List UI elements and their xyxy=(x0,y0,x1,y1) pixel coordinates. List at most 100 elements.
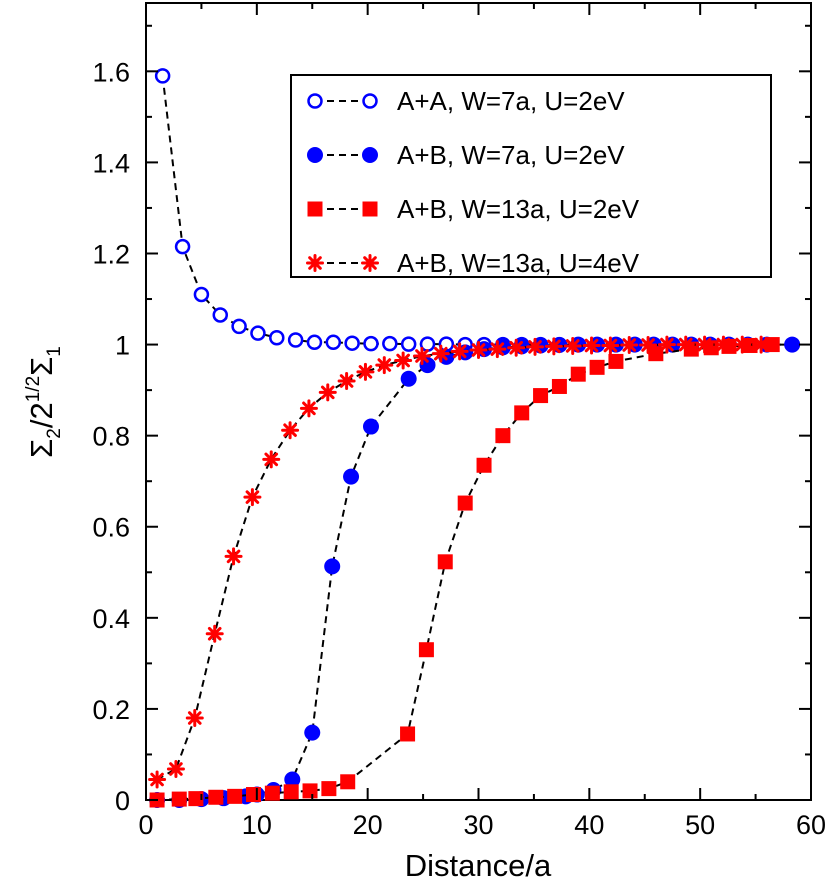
data-point xyxy=(431,344,450,363)
data-point xyxy=(299,399,318,418)
star-stroke xyxy=(547,339,561,354)
legend-marker xyxy=(307,93,323,109)
data-point xyxy=(340,774,356,790)
data-point xyxy=(208,789,224,805)
star-stroke xyxy=(490,342,505,356)
data-point xyxy=(174,238,191,255)
x-tick-label: 0 xyxy=(138,810,153,840)
data-point xyxy=(400,726,416,742)
legend-label: A+B, W=7a, U=2eV xyxy=(397,140,625,170)
star-stroke xyxy=(150,772,164,787)
star-stroke xyxy=(283,423,297,437)
data-point xyxy=(570,366,586,382)
data-point xyxy=(318,383,337,402)
star-stroke xyxy=(584,338,599,353)
data-point xyxy=(337,372,356,391)
y-tick-label: 0.6 xyxy=(92,513,130,543)
star-stroke xyxy=(226,549,241,564)
data-point xyxy=(551,378,567,394)
data-point xyxy=(601,336,620,355)
data-point xyxy=(495,428,511,444)
star-stroke xyxy=(245,490,260,504)
x-tick-label: 40 xyxy=(574,810,604,840)
legend-label: A+B, W=13a, U=4eV xyxy=(397,248,640,278)
data-point xyxy=(243,488,262,507)
x-tick-label: 50 xyxy=(685,810,715,840)
data-point xyxy=(476,457,492,473)
y-tick-label: 0.4 xyxy=(92,604,130,634)
star-stroke xyxy=(396,353,410,368)
data-point xyxy=(375,356,394,375)
data-point xyxy=(507,338,526,357)
y-axis-title-slash: /2 xyxy=(24,402,59,428)
y-axis-title-sym1: Σ xyxy=(24,439,59,458)
star-stroke xyxy=(754,337,768,352)
y-tick-label: 0.8 xyxy=(92,422,130,452)
data-point xyxy=(246,787,262,803)
data-point xyxy=(676,335,695,354)
y-tick-label: 1.6 xyxy=(92,57,130,87)
data-point xyxy=(544,337,563,356)
data-point xyxy=(325,334,342,351)
data-point xyxy=(608,353,624,369)
data-point xyxy=(526,337,545,356)
legend-label: A+B, W=13a, U=2eV xyxy=(397,194,640,224)
data-point xyxy=(714,335,733,354)
data-point xyxy=(269,329,285,346)
data-point xyxy=(148,770,167,789)
y-tick-label: 1.2 xyxy=(92,239,130,269)
data-point xyxy=(412,346,431,365)
data-point xyxy=(514,405,530,421)
data-point xyxy=(166,760,185,779)
data-point xyxy=(620,336,639,355)
data-point xyxy=(437,554,453,570)
y-tick-label: 0.2 xyxy=(92,695,130,725)
data-point xyxy=(784,336,801,353)
x-tick-label: 60 xyxy=(796,810,826,840)
star-stroke xyxy=(471,343,486,357)
legend-label: A+A, W=7a, U=2eV xyxy=(397,86,625,116)
data-point xyxy=(224,547,243,566)
data-point xyxy=(212,307,229,323)
star-stroke xyxy=(660,337,674,352)
data-point xyxy=(284,771,301,788)
data-point xyxy=(302,783,318,799)
star-stroke xyxy=(320,385,335,400)
legend: A+A, W=7a, U=2eV A+B, W=7a, U=2eV A+B, W=1… xyxy=(290,74,772,278)
star-stroke xyxy=(735,337,750,352)
legend-marker xyxy=(362,147,378,163)
data-point xyxy=(283,784,299,800)
data-point xyxy=(324,558,341,575)
data-point xyxy=(488,340,507,359)
legend-item-4: A+B, W=13a, U=4eV xyxy=(306,248,640,278)
data-point xyxy=(457,495,473,511)
data-point xyxy=(582,336,601,355)
star-stroke xyxy=(528,340,542,354)
data-point xyxy=(304,724,321,741)
star-stroke xyxy=(434,346,448,361)
data-point xyxy=(343,468,360,485)
legend-item-3: A+B, W=13a, U=2eV xyxy=(307,194,640,224)
data-point xyxy=(227,788,243,804)
data-point xyxy=(205,624,224,643)
data-point xyxy=(589,359,605,375)
y-axis-title-sub2: 1 xyxy=(44,346,65,357)
data-point xyxy=(287,332,304,348)
star-stroke xyxy=(358,365,373,379)
star-stroke xyxy=(697,337,712,352)
legend-item-1: A+A, W=7a, U=2eV xyxy=(307,86,625,116)
legend-marker xyxy=(361,254,379,272)
data-point xyxy=(563,336,582,355)
legend-marker xyxy=(307,147,323,163)
x-axis-title: Distance/a xyxy=(405,848,552,883)
series-4 xyxy=(148,335,771,789)
star-stroke xyxy=(452,344,467,359)
star-stroke xyxy=(363,256,377,270)
data-point xyxy=(450,342,469,361)
series-line xyxy=(156,343,762,781)
star-stroke xyxy=(302,401,316,416)
legend-marker xyxy=(362,93,378,109)
star-stroke xyxy=(565,339,580,353)
x-tick-label: 30 xyxy=(463,810,493,840)
data-point xyxy=(469,341,488,360)
